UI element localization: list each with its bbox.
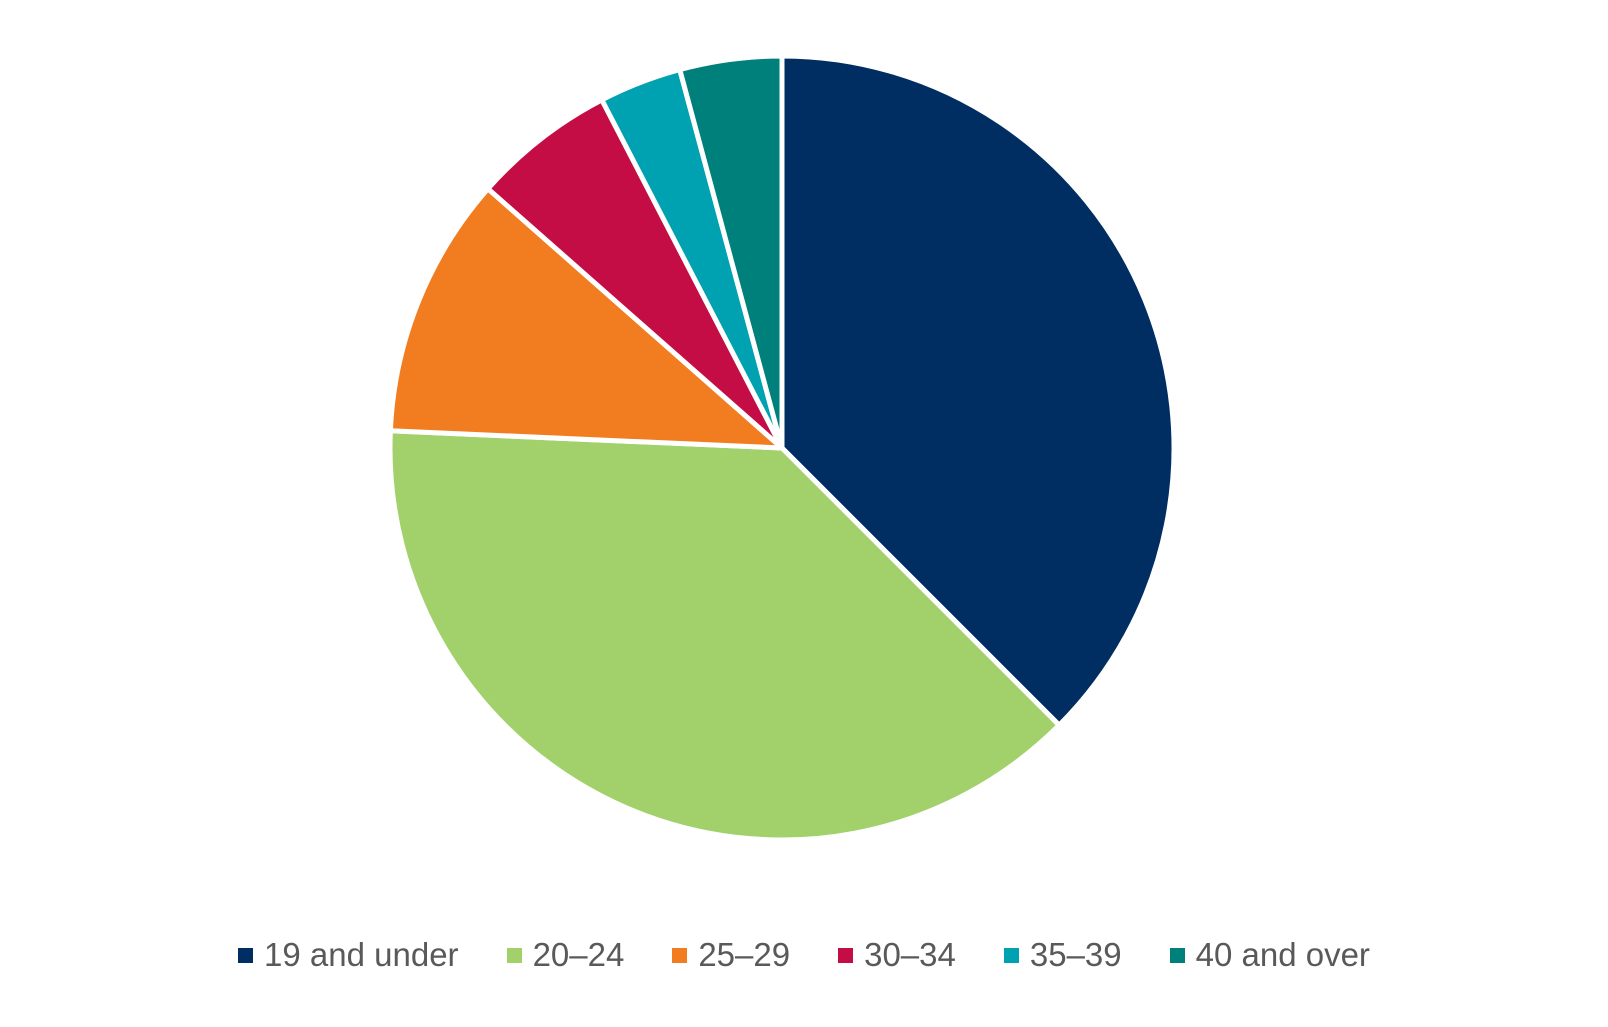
pie-slice-30-34 bbox=[485, 97, 785, 451]
legend-swatch-25-29 bbox=[672, 947, 688, 963]
legend-label-25-29: 25–29 bbox=[698, 936, 791, 973]
legend-label-30-34: 30–34 bbox=[864, 936, 956, 973]
legend-label-20-24: 20–24 bbox=[532, 936, 625, 973]
chart-legend: 19 and under 20–24 25–29 30–34 35–39 40 … bbox=[0, 930, 1608, 980]
legend-item-30-34: 30–34 bbox=[838, 936, 956, 974]
legend-item-25-29: 25–29 bbox=[672, 936, 790, 974]
legend-item-20-24: 20–24 bbox=[506, 936, 625, 974]
pie-slice-19-and-under bbox=[779, 53, 1177, 728]
legend-item-35-39: 35–39 bbox=[1003, 936, 1122, 974]
pie-slice-40-and-over bbox=[677, 53, 785, 451]
legend-swatch-19-and-under bbox=[238, 947, 254, 963]
legend-swatch-20-24 bbox=[506, 947, 522, 963]
legend-label-40-and-over: 40 and over bbox=[1195, 936, 1370, 973]
legend-item-40-and-over: 40 and over bbox=[1169, 936, 1370, 974]
pie-slice-20-24 bbox=[387, 428, 1062, 843]
pie-slice-25-29 bbox=[387, 186, 785, 451]
legend-swatch-30-34 bbox=[838, 947, 854, 963]
legend-label-35-39: 35–39 bbox=[1029, 936, 1122, 973]
legend-swatch-35-39 bbox=[1003, 947, 1019, 963]
legend-swatch-40-and-over bbox=[1169, 947, 1185, 963]
legend-label-19-and-under: 19 and under bbox=[264, 936, 459, 973]
legend-item-19-and-under: 19 and under bbox=[238, 936, 459, 974]
